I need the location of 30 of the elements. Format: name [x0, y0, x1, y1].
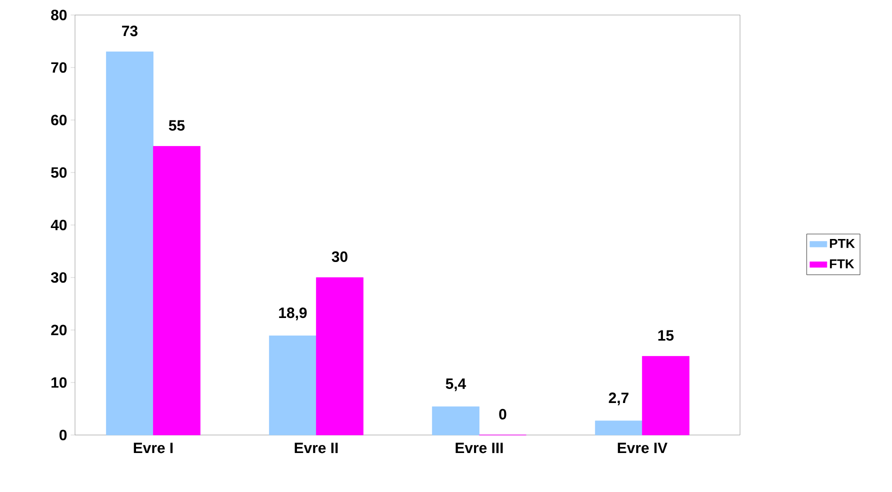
- data-label: 0: [499, 408, 506, 420]
- x-tick-label: Evre III: [456, 442, 503, 454]
- y-tick-label: 10: [52, 377, 67, 388]
- data-label: 15: [658, 330, 674, 341]
- data-label: 5,4: [446, 378, 466, 392]
- x-tick-label: Evre II: [294, 442, 338, 454]
- data-label: 73: [122, 26, 138, 36]
- x-tick-label: Evre IV: [618, 442, 668, 454]
- legend-label: PTK: [830, 239, 855, 248]
- bar: [595, 420, 642, 436]
- y-tick-label: 40: [50, 220, 67, 230]
- data-label: 55: [168, 120, 185, 131]
- data-label: 18,9: [279, 308, 307, 320]
- y-tick-label: 70: [51, 62, 67, 73]
- y-tick-label: 30: [50, 272, 67, 283]
- bar: [106, 52, 154, 436]
- bar: [153, 146, 200, 436]
- y-tick-label: 0: [60, 430, 67, 440]
- data-label: 30: [332, 251, 348, 262]
- bar: [316, 277, 364, 436]
- y-tick-label: 60: [51, 114, 67, 126]
- y-tick-label: 20: [51, 324, 67, 336]
- bar: [269, 336, 316, 436]
- bar: [432, 406, 480, 436]
- bar: [642, 356, 690, 436]
- x-tick-label: Evre I: [134, 442, 173, 454]
- legend-label: FTK: [830, 259, 854, 268]
- y-tick-label: 50: [51, 167, 67, 178]
- data-label: 2,7: [608, 392, 628, 406]
- y-tick-label: 80: [51, 10, 67, 20]
